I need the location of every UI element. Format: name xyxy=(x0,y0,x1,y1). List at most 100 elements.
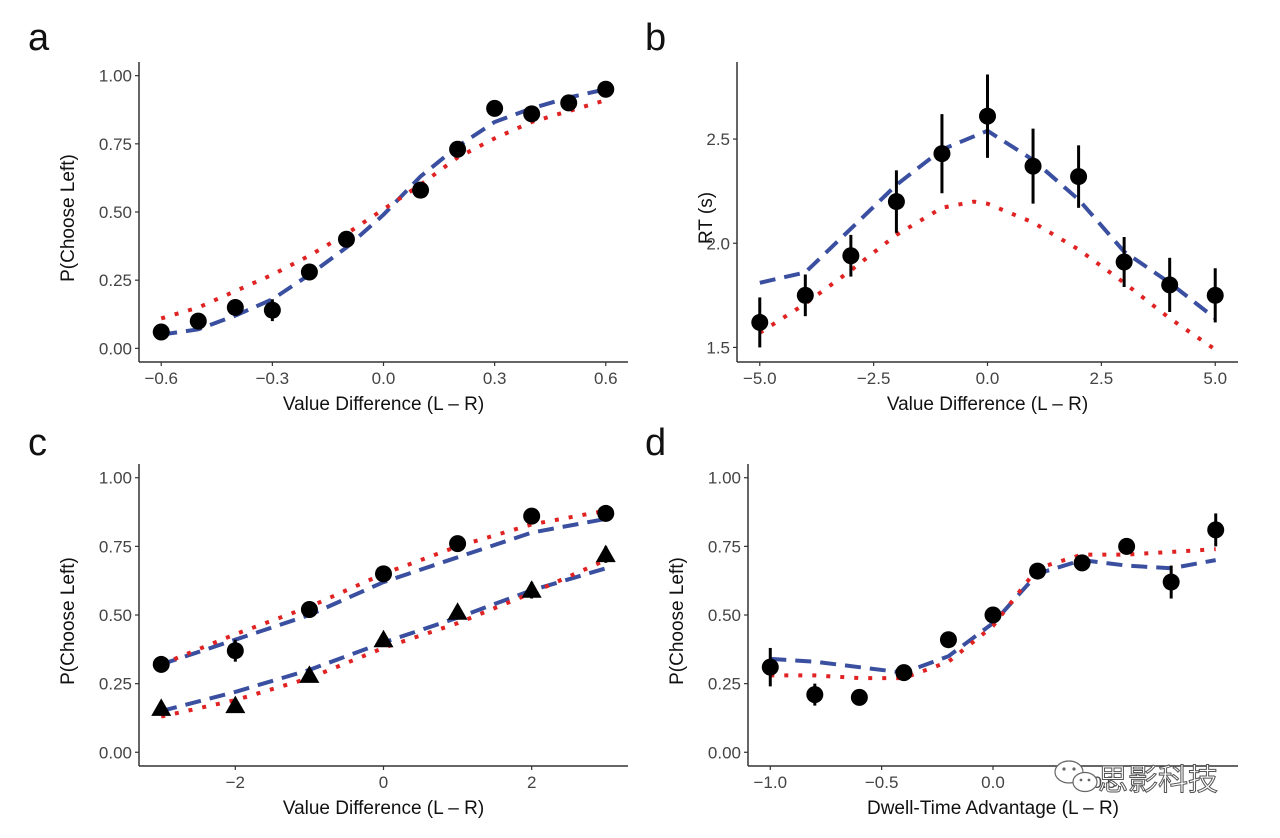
panel-b: b 1.5 2.0 2.5 −5.0 −2.5 0.0 2.5 5.0 Value Differe… xyxy=(645,17,1238,415)
data-point-circle xyxy=(226,298,244,316)
x-tick-label: 0.6 xyxy=(594,369,618,388)
data-point-circle xyxy=(337,230,355,248)
data-point-circle xyxy=(597,504,615,522)
model-line-dotted xyxy=(758,199,1217,352)
data-point-circle xyxy=(1161,276,1179,294)
x-tick-label: 0.5 xyxy=(1093,773,1117,792)
x-axis-title: Dwell-Time Advantage (L – R) xyxy=(867,798,1119,819)
y-tick-label: 0.50 xyxy=(99,203,132,222)
panel-letter: d xyxy=(645,422,666,464)
panel-letter: a xyxy=(28,17,50,59)
data-point-circle xyxy=(189,312,207,330)
data-point-circle xyxy=(560,94,578,112)
model-line-dotted xyxy=(770,547,1216,681)
data-point-circle xyxy=(1073,554,1091,572)
y-tick-label: 0.00 xyxy=(708,743,741,762)
data-point-circle xyxy=(1115,253,1133,271)
x-tick-label: −5.0 xyxy=(743,369,777,388)
x-tick-label: −0.5 xyxy=(865,773,899,792)
data-point-circle xyxy=(152,655,170,673)
y-tick-label: 0.00 xyxy=(99,339,132,358)
y-tick-label: 0.50 xyxy=(99,606,132,625)
data-point-triangle xyxy=(373,629,394,648)
data-point-circle xyxy=(984,606,1002,624)
wechat-eye xyxy=(1087,778,1091,782)
data-point-circle xyxy=(412,181,430,199)
data-point-triangle xyxy=(151,698,172,716)
data-point-circle xyxy=(226,642,244,660)
y-tick-label: 0.25 xyxy=(708,675,741,694)
data-point-circle xyxy=(300,601,318,619)
watermark: 思影科技 xyxy=(1054,760,1219,799)
data-point-circle xyxy=(1162,573,1180,591)
panel-c: c 0.00 0.25 0.50 0.75 1.00 −2 0 2 Value Differenc… xyxy=(28,422,628,819)
x-tick-label: 2 xyxy=(527,773,536,792)
panel-a: a 0.00 0.25 0.50 0.75 1.00 −0.6 −0.3 0.0 0.3 0.6 Va… xyxy=(28,17,628,415)
x-tick-label: −2 xyxy=(226,773,245,792)
data-point-circle xyxy=(751,313,769,331)
panel-letter: c xyxy=(28,422,47,464)
y-tick-label: 0.75 xyxy=(708,537,741,556)
y-tick-label: 0.25 xyxy=(99,675,132,694)
y-axis-title: P(Choose Left) xyxy=(667,557,688,685)
y-tick-label: 0.25 xyxy=(99,271,132,290)
y-tick-label: 1.00 xyxy=(99,67,132,86)
y-tick-label: 0.75 xyxy=(99,135,132,154)
wechat-icon xyxy=(1054,760,1098,793)
x-tick-label: 0.0 xyxy=(372,369,396,388)
data-point-circle xyxy=(1024,157,1042,175)
data-point-circle xyxy=(895,664,913,682)
data-point-circle xyxy=(152,323,170,341)
watermark-text: 思影科技 xyxy=(1098,763,1218,798)
data-point-circle xyxy=(979,107,996,125)
model-line-dashed xyxy=(160,87,607,337)
y-tick-label: 1.00 xyxy=(708,469,741,488)
data-point-circle xyxy=(375,565,392,583)
model-line-dotted xyxy=(160,98,607,321)
panel-letter: b xyxy=(645,17,666,59)
wechat-eye xyxy=(1079,778,1083,782)
x-tick-label: −0.6 xyxy=(144,369,178,388)
y-tick-label: 0.00 xyxy=(99,743,132,762)
y-axis-title: RT (s) xyxy=(696,192,717,244)
x-tick-label: −0.3 xyxy=(256,369,290,388)
data-point-circle xyxy=(1206,286,1224,304)
data-point-circle xyxy=(939,631,957,649)
y-tick-label: 1.00 xyxy=(99,469,132,488)
data-point-circle xyxy=(449,535,467,553)
data-point-circle xyxy=(761,658,779,676)
y-axis-title: P(Choose Left) xyxy=(58,557,79,685)
model-line-dashed xyxy=(759,128,1217,320)
x-tick-label: 0.0 xyxy=(976,369,1000,388)
data-point-circle xyxy=(796,286,814,304)
x-axis-title: Value Difference (L – R) xyxy=(887,394,1088,415)
data-point-circle xyxy=(486,99,504,117)
data-point-circle xyxy=(449,140,467,158)
data-point-circle xyxy=(806,686,824,704)
y-tick-label: 0.50 xyxy=(708,606,741,625)
wechat-eye xyxy=(1062,767,1066,771)
x-tick-label: 2.5 xyxy=(1090,369,1114,388)
y-axis-title: P(Choose Left) xyxy=(58,154,79,282)
data-point-circle xyxy=(1118,537,1136,555)
x-tick-label: 0 xyxy=(379,773,388,792)
data-point-circle xyxy=(1029,562,1047,580)
data-point-circle xyxy=(1207,521,1225,539)
y-tick-label: 2.5 xyxy=(706,130,730,149)
data-point-circle xyxy=(887,193,905,211)
y-tick-label: 0.75 xyxy=(99,537,132,556)
data-point-circle xyxy=(597,80,615,98)
data-point-circle xyxy=(933,145,951,163)
data-point-circle xyxy=(850,688,868,706)
data-point-triangle xyxy=(595,544,616,563)
data-point-triangle xyxy=(521,580,542,598)
data-point-triangle xyxy=(225,695,246,714)
wechat-eye xyxy=(1072,767,1076,771)
panel-d: d 0.00 0.25 0.50 0.75 1.00 −1.0 −0.5 0.0 0.5 Dwell… xyxy=(645,422,1238,819)
data-point-circle xyxy=(300,263,318,281)
x-tick-label: 5.0 xyxy=(1203,369,1227,388)
data-point-circle xyxy=(842,247,860,265)
x-axis-title: Value Difference (L – R) xyxy=(283,798,484,819)
x-tick-label: 0.3 xyxy=(483,369,507,388)
